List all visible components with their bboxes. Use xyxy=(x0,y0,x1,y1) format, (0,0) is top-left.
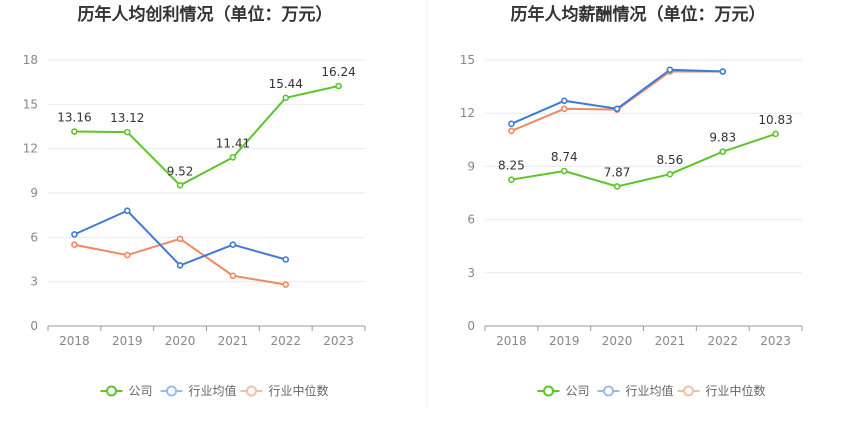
circle-line-icon xyxy=(543,385,554,397)
data-point xyxy=(335,82,342,90)
legend-label: 行业均值 xyxy=(626,383,674,398)
circle-line-icon xyxy=(166,385,177,397)
data-point xyxy=(508,176,515,183)
chart-1: 历年人均薪酬情况（单位：万元） 0 3 6 9 12 15 2018 2019 2020 2021 2… xyxy=(460,4,803,398)
data-point xyxy=(229,241,237,249)
chart-0: 历年人均创利情况（单位：万元） 0 3 6 9 12 15 18 2018 2019 2020 202… xyxy=(23,4,366,398)
data-label: 8.56 xyxy=(657,153,684,167)
y-tick-label: 0 xyxy=(30,319,38,333)
y-tick-label: 15 xyxy=(460,53,475,67)
y-tick-label: 18 xyxy=(23,53,38,67)
data-point xyxy=(560,167,568,175)
x-tick-label: 2021 xyxy=(218,334,249,348)
x-tick-label: 2020 xyxy=(602,334,633,348)
legend-label: 公司 xyxy=(566,384,590,398)
x-tick-label: 2021 xyxy=(655,334,686,348)
data-point xyxy=(282,94,290,102)
data-label: 13.16 xyxy=(57,111,91,125)
data-point xyxy=(719,148,727,155)
data-label: 9.83 xyxy=(709,131,736,145)
data-label: 8.74 xyxy=(551,150,578,164)
y-tick-label: 3 xyxy=(30,275,38,289)
circle-line-icon xyxy=(246,385,257,397)
x-tick-label: 2018 xyxy=(496,334,527,348)
circle-line-icon xyxy=(603,385,614,397)
data-point xyxy=(560,97,568,105)
y-tick-label: 15 xyxy=(23,97,38,111)
data-label: 10.83 xyxy=(758,113,792,127)
data-point xyxy=(229,272,237,280)
x-tick-label: 2022 xyxy=(270,334,301,348)
y-tick-label: 9 xyxy=(30,186,38,200)
x-tick-label: 2023 xyxy=(323,334,354,348)
data-point xyxy=(719,68,727,75)
data-point xyxy=(123,128,131,136)
legend-item-1[interactable]: 行业均值 xyxy=(160,383,237,398)
data-point xyxy=(176,182,184,189)
y-tick-label: 12 xyxy=(23,142,38,156)
data-point xyxy=(613,105,621,113)
x-tick-label: 2018 xyxy=(59,334,90,348)
data-point xyxy=(123,207,131,215)
y-tick-label: 3 xyxy=(467,266,475,280)
legend-item-1[interactable]: 行业均值 xyxy=(597,383,674,398)
series-line-1 xyxy=(511,68,723,125)
data-label: 15.44 xyxy=(269,77,303,91)
y-tick-label: 9 xyxy=(467,159,475,173)
x-tick-label: 2023 xyxy=(760,334,791,348)
y-tick-label: 12 xyxy=(460,106,475,120)
data-point xyxy=(282,256,290,263)
chart-title: 历年人均创利情况（单位：万元） xyxy=(78,4,333,25)
data-point xyxy=(508,127,515,135)
x-tick-label: 2019 xyxy=(112,334,143,348)
y-tick-label: 0 xyxy=(467,319,475,333)
data-point xyxy=(71,128,78,135)
chart-title: 历年人均薪酬情况（单位：万元） xyxy=(511,4,766,25)
x-tick-label: 2022 xyxy=(707,334,738,348)
data-point xyxy=(176,262,184,269)
legend-item-2[interactable]: 行业中位数 xyxy=(677,383,766,398)
data-point xyxy=(666,66,674,74)
legend-label: 公司 xyxy=(129,384,153,398)
legend-item-2[interactable]: 行业中位数 xyxy=(240,383,329,398)
data-point xyxy=(71,241,78,249)
data-label: 9.52 xyxy=(167,164,194,178)
data-label: 7.87 xyxy=(604,165,631,179)
data-label: 11.41 xyxy=(216,136,250,150)
data-point xyxy=(123,251,131,259)
series-line-2 xyxy=(74,237,286,286)
x-tick-label: 2019 xyxy=(549,334,580,348)
data-point xyxy=(613,183,621,190)
legend-item-0[interactable]: 公司 xyxy=(100,384,153,398)
legend-label: 行业中位数 xyxy=(706,383,766,398)
data-point xyxy=(508,120,515,128)
data-point xyxy=(282,281,290,288)
x-tick-label: 2020 xyxy=(165,334,196,348)
data-point xyxy=(229,154,237,161)
legend-label: 行业中位数 xyxy=(269,383,329,398)
data-point xyxy=(71,231,78,238)
data-point xyxy=(176,235,184,243)
series-line-0 xyxy=(511,132,776,188)
y-tick-label: 6 xyxy=(30,230,38,244)
series-line-2 xyxy=(511,70,723,132)
legend-item-0[interactable]: 公司 xyxy=(537,384,590,398)
circle-line-icon xyxy=(683,385,694,397)
legend-label: 行业均值 xyxy=(189,383,237,398)
data-point xyxy=(560,105,568,113)
data-label: 8.25 xyxy=(498,159,525,173)
y-tick-label: 6 xyxy=(467,213,475,227)
data-point xyxy=(666,170,674,178)
data-label: 16.24 xyxy=(321,65,355,79)
data-label: 13.12 xyxy=(110,111,144,125)
circle-line-icon xyxy=(106,385,117,397)
data-point xyxy=(772,130,779,138)
series-line-0 xyxy=(74,85,339,187)
